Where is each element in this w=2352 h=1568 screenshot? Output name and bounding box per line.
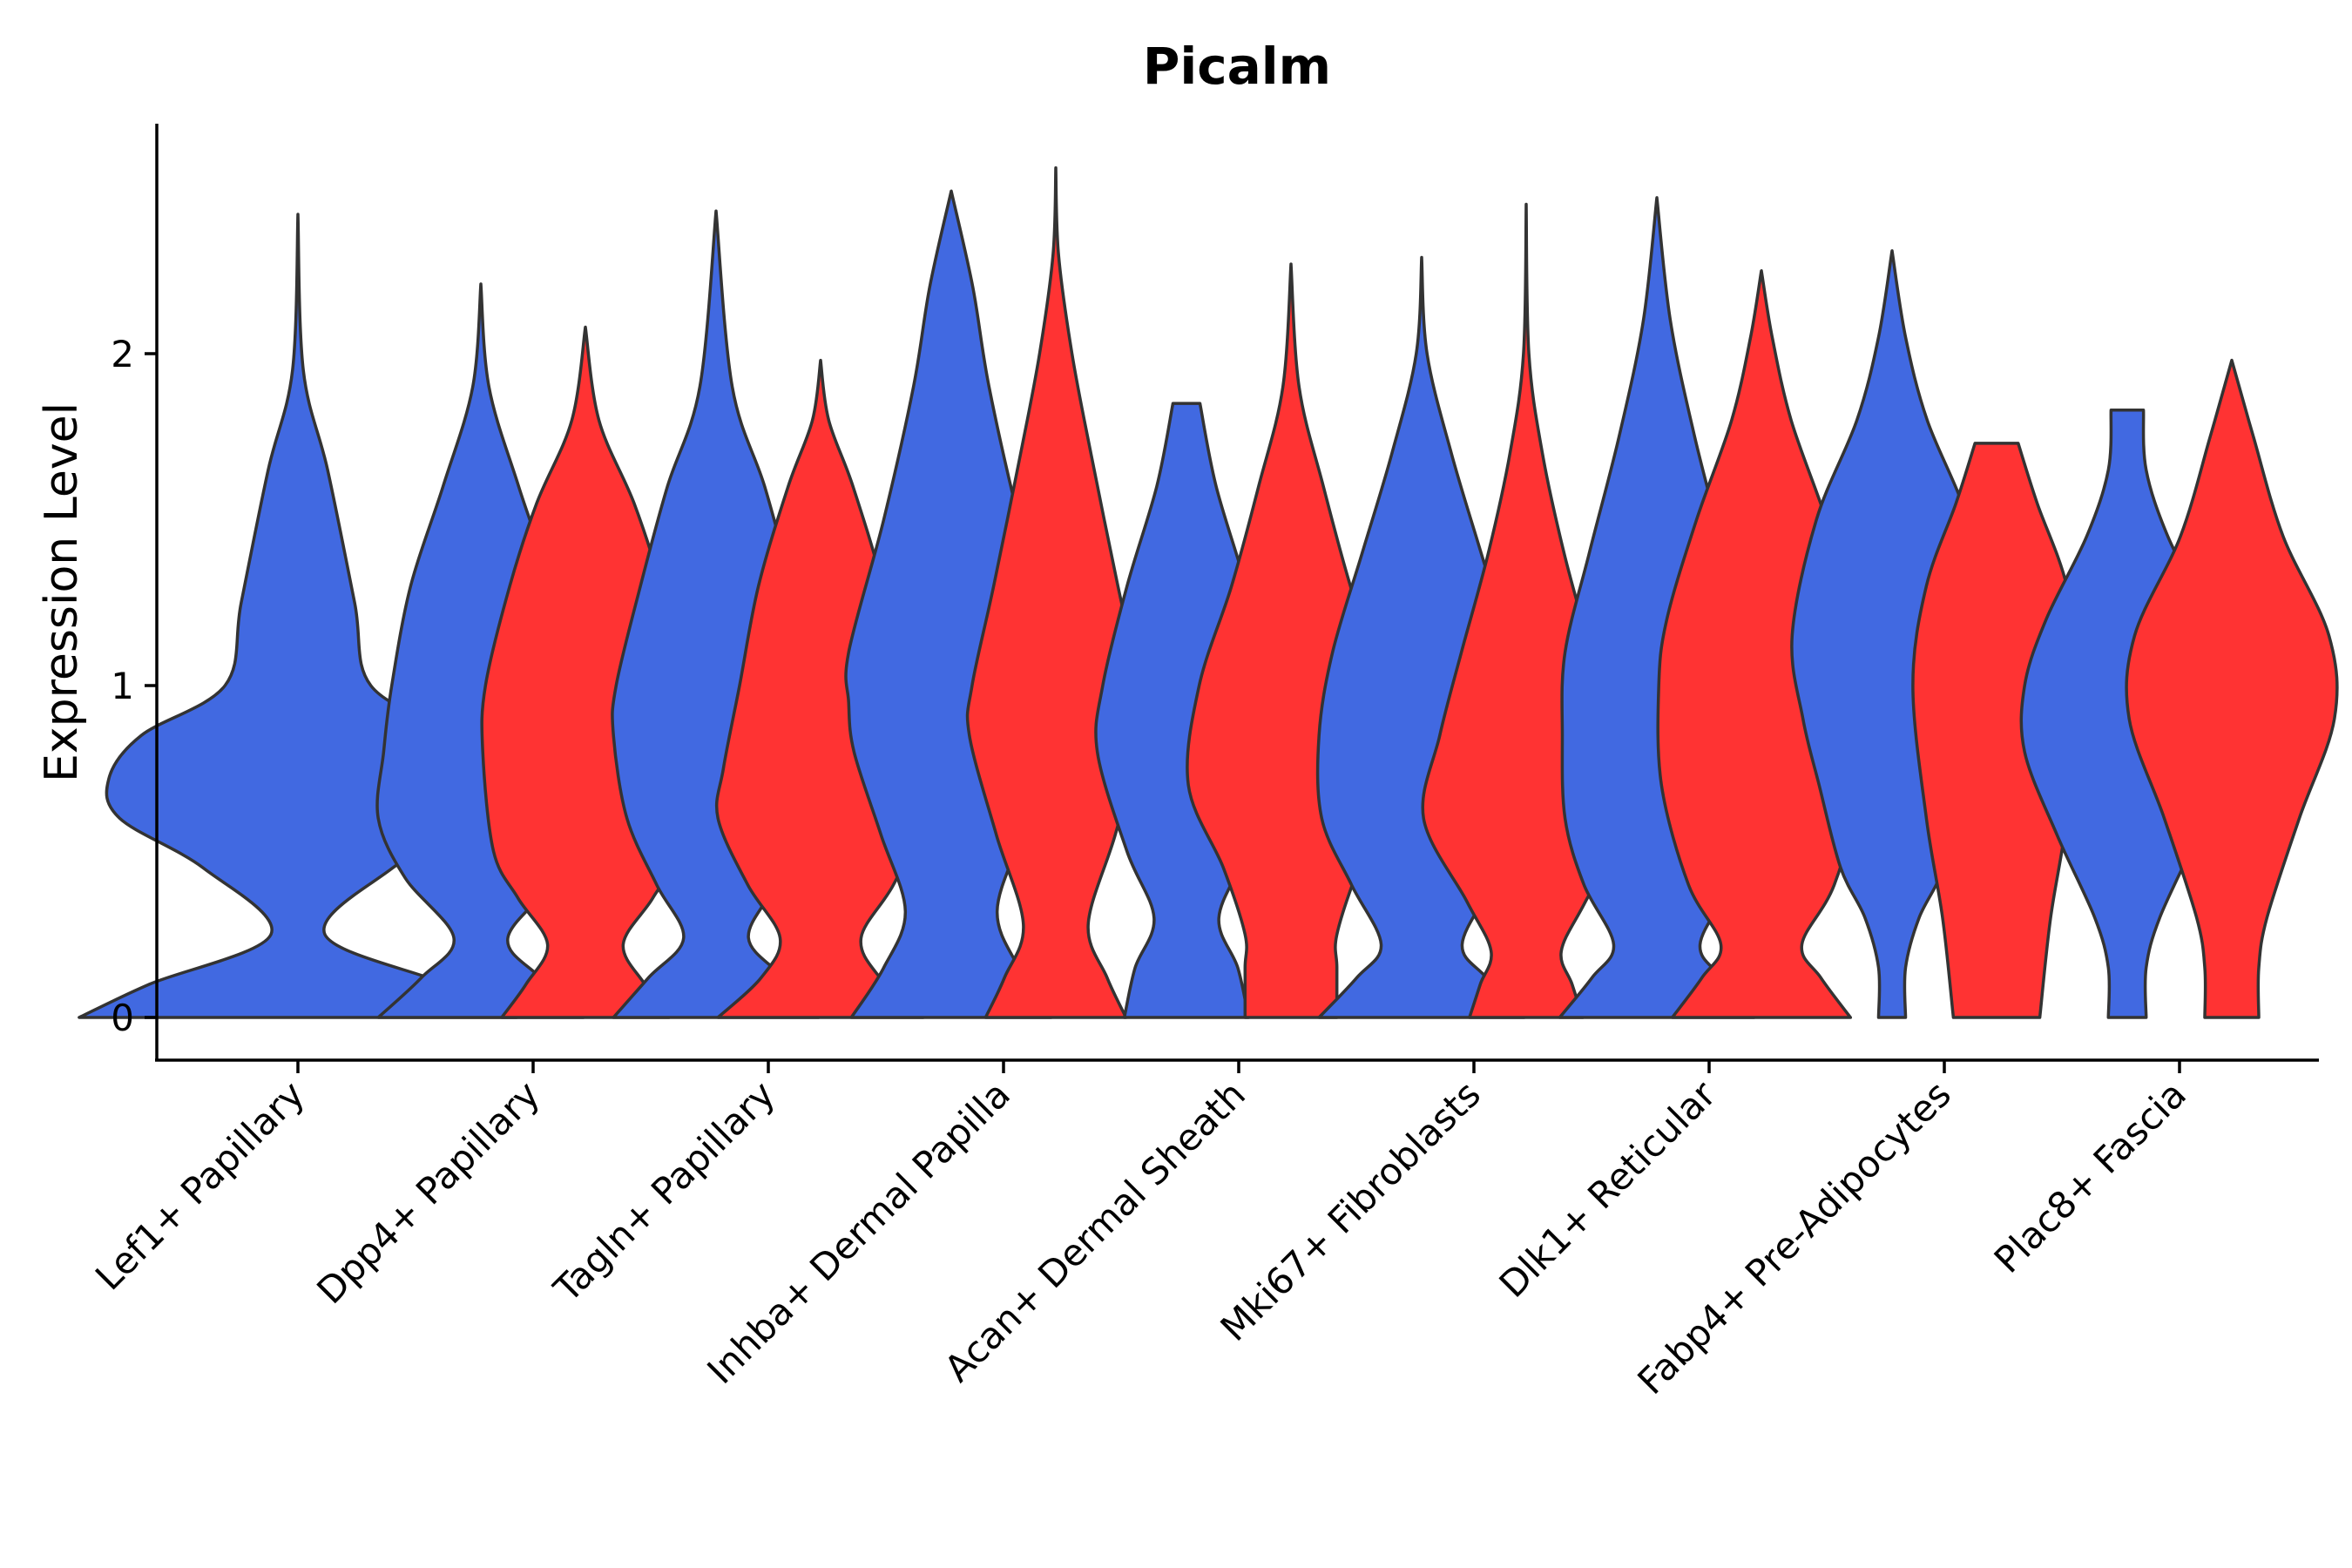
y-tick-label: 0: [111, 997, 134, 1039]
x-tick-label: Tagln+ Papillary: [545, 1072, 783, 1310]
x-tick-label: Lef1+ Papillary: [87, 1072, 313, 1298]
chart-title: Picalm: [1143, 37, 1331, 96]
x-tick-label: Plac8+ Fascia: [1986, 1072, 2194, 1281]
x-tick-label: Mki67+ Fibroblasts: [1213, 1072, 1489, 1348]
y-tick-label: 1: [111, 665, 134, 707]
violin-group: [78, 166, 2339, 1019]
axes: [155, 124, 2319, 1062]
violin-plac8-fascia-group-2: [2125, 358, 2339, 1019]
x-tick-label: Dlk1+ Reticular: [1491, 1072, 1725, 1306]
x-tick-label: Dpp4+ Papillary: [308, 1072, 548, 1312]
y-ticks: 0 1 2: [111, 333, 157, 1039]
y-axis-title: Expression Level: [36, 402, 88, 782]
y-tick-label: 2: [111, 333, 134, 375]
